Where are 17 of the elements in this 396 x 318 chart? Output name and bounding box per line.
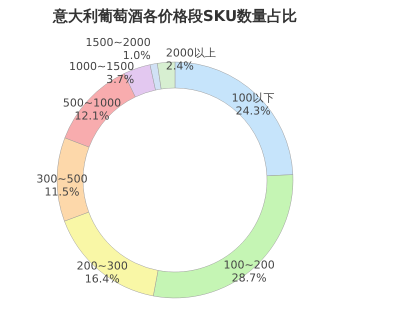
slice-label: 1500~2000 [86,36,151,50]
data-label: 12.1% [74,109,110,122]
data-label: 28.7% [232,271,267,284]
slice-label: 100~200 [224,258,275,272]
data-label: 2.4% [166,59,194,72]
slice-label: 2000以上 [166,46,216,60]
slice-label: 500~1000 [62,96,122,110]
slice-label: 300~500 [36,172,88,186]
slice-label: 1000~1500 [69,60,134,73]
data-label: 16.4% [84,272,120,286]
slice-label: 100以下 [232,91,275,104]
data-label: 24.3% [236,104,271,118]
chart-title: 意大利葡萄酒各价格段SKU数量占比 [52,7,298,25]
data-label: 3.7% [106,72,134,86]
slice-label: 200~300 [76,259,128,272]
data-label: 11.5% [44,185,80,198]
data-label: 1.0% [122,49,151,62]
